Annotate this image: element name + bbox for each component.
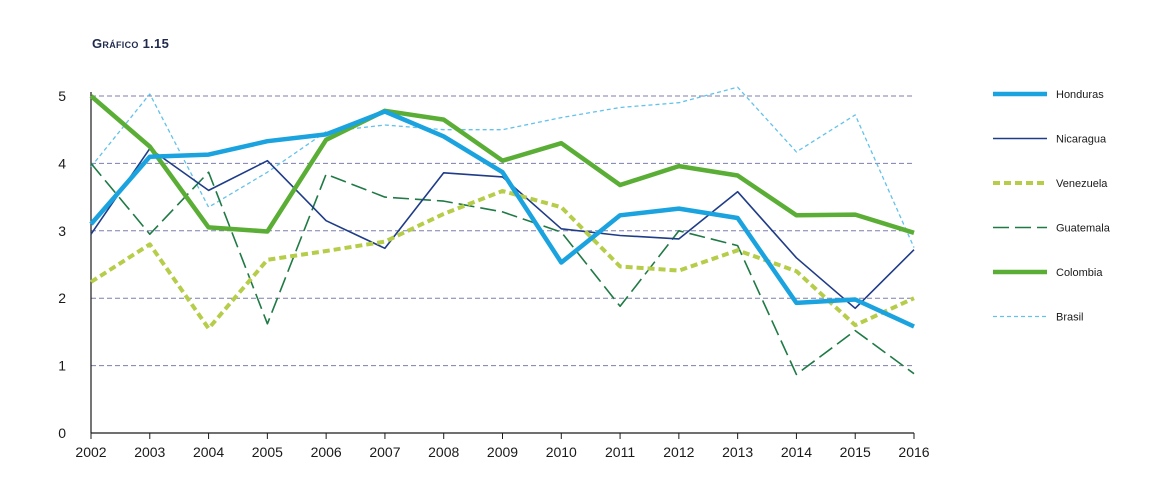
x-tick-label: 2003 — [134, 444, 165, 460]
series-line-guatemala — [90, 162, 915, 376]
legend: Honduras Nicaragua Venezuela Guatemala Colom… — [993, 89, 1111, 324]
y-tick-label: 3 — [58, 223, 66, 239]
x-tick-label: 2007 — [369, 444, 400, 460]
series-line-venezuela — [89, 189, 915, 331]
y-tick-label: 4 — [58, 155, 66, 171]
tick-labels: 0 1 2 3 4 5 2002 2003 2004 2005 2006 2007 2008 2009 20… — [58, 88, 930, 460]
series-line-colombia — [89, 94, 915, 235]
gridlines — [91, 95, 914, 367]
x-tick-label: 2005 — [252, 444, 283, 460]
legend-label-brasil: Brasil — [1056, 312, 1084, 324]
x-tick-label: 2015 — [840, 444, 871, 460]
legend-label-nicaragua: Nicaragua — [1056, 134, 1107, 146]
y-tick-label: 5 — [58, 88, 66, 104]
x-tick-label: 2008 — [428, 444, 459, 460]
x-tick-label: 2016 — [898, 444, 929, 460]
legend-label-colombia: Colombia — [1056, 267, 1103, 279]
x-tick-label: 2013 — [722, 444, 753, 460]
x-tick-label: 2004 — [193, 444, 224, 460]
y-tick-label: 2 — [58, 290, 66, 306]
y-tick-label: 1 — [58, 358, 66, 374]
series-line-nicaragua — [90, 147, 915, 310]
series-line-honduras — [89, 109, 915, 329]
legend-label-honduras: Honduras — [1056, 89, 1104, 101]
x-tick-label: 2012 — [663, 444, 694, 460]
axes — [90, 92, 915, 439]
x-tick-label: 2014 — [781, 444, 812, 460]
x-tick-label: 2006 — [311, 444, 342, 460]
x-tick-label: 2010 — [546, 444, 577, 460]
y-tick-label: 0 — [58, 425, 66, 441]
x-tick-label: 2011 — [605, 444, 635, 460]
x-tick-label: 2002 — [75, 444, 106, 460]
x-tick-label: 2009 — [487, 444, 518, 460]
series-lines — [89, 86, 915, 376]
series-line-brasil — [90, 86, 915, 248]
legend-label-venezuela: Venezuela — [1056, 178, 1108, 190]
legend-label-guatemala: Guatemala — [1056, 223, 1111, 235]
chart-title: Gráfico 1.15 — [92, 36, 170, 51]
